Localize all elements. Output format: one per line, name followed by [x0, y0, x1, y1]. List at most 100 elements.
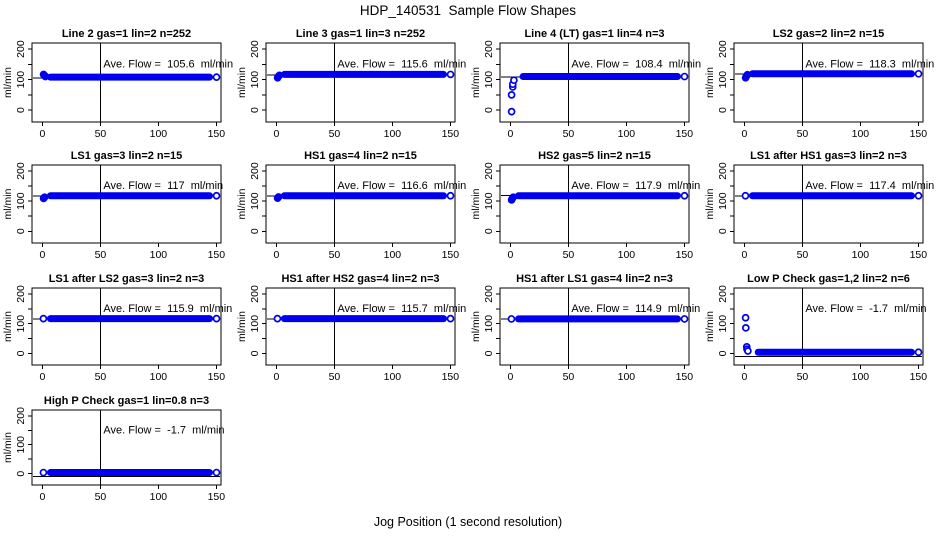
panel-title: High P Check gas=1 lin=0.8 n=3 [44, 395, 209, 407]
flow-point [507, 91, 516, 99]
panel-box [265, 164, 456, 244]
band-end-point [446, 70, 455, 79]
y-axis-label: ml/min [704, 311, 716, 342]
avg-flow-annotation: Ave. Flow = -1.7 ml/min [103, 424, 224, 436]
y-tick-label: 0 [15, 107, 27, 113]
subplot-2: Line 3 gas=1 lin=3 n=252 Ave. Flow = 115.… [236, 28, 466, 140]
y-tick-label: 0 [15, 350, 27, 356]
y-axis-label: ml/min [236, 67, 248, 98]
avg-flow-annotation: Ave. Flow = 115.9 ml/min [103, 303, 232, 315]
x-tick-label: 100 [618, 249, 636, 261]
y-axis-label: ml/min [236, 188, 248, 219]
x-tick-label: 0 [508, 371, 514, 383]
subplot-8: LS1 after HS1 gas=3 lin=2 n=3 Ave. Flow =… [704, 150, 934, 261]
avg-flow-annotation: Ave. Flow = 117.9 ml/min [571, 180, 700, 192]
x-tick-label: 150 [442, 249, 460, 261]
x-tick-label: 100 [384, 249, 402, 261]
x-tick-label: 150 [442, 128, 460, 140]
band-start-point [507, 315, 516, 323]
y-tick-label: 200 [249, 285, 261, 303]
panel-box [499, 287, 690, 366]
y-tick-label: 100 [249, 192, 261, 210]
panel-title: HS2 gas=5 lin=2 n=15 [538, 150, 651, 162]
y-tick-label: 0 [483, 107, 495, 113]
avg-flow-annotation: Ave. Flow = 108.4 ml/min [571, 58, 701, 70]
band-end-point [446, 191, 455, 200]
avg-flow-annotation: Ave. Flow = 105.6 ml/min [103, 58, 233, 70]
flow-point [741, 323, 750, 332]
y-tick-label: 200 [249, 162, 261, 180]
x-tick-label: 50 [797, 371, 809, 383]
x-tick-label: 150 [208, 491, 226, 503]
x-tick-label: 0 [508, 128, 514, 140]
y-tick-label: 0 [483, 228, 495, 234]
x-tick-label: 150 [208, 128, 226, 140]
x-tick-label: 150 [208, 371, 226, 383]
panel-box [733, 164, 924, 244]
subplot-10: HS1 after HS2 gas=4 lin=2 n=3 Ave. Flow =… [236, 273, 466, 383]
x-tick-label: 100 [384, 371, 402, 383]
x-axis-label: Jog Position (1 second resolution) [373, 515, 563, 529]
y-axis-label: ml/min [2, 432, 14, 463]
y-tick-label: 0 [717, 107, 729, 113]
panel-box [499, 164, 690, 244]
subplot-11: HS1 after LS1 gas=4 lin=2 n=3 Ave. Flow =… [470, 273, 700, 383]
x-tick-label: 50 [95, 371, 107, 383]
panel-title: Line 3 gas=1 lin=3 n=252 [296, 28, 425, 40]
avg-flow-annotation: Ave. Flow = -1.7 ml/min [805, 303, 926, 315]
panel-box [265, 42, 456, 123]
y-tick-label: 200 [249, 40, 261, 58]
panel-title: Low P Check gas=1,2 lin=2 n=6 [747, 273, 910, 285]
y-tick-label: 200 [717, 285, 729, 303]
x-tick-label: 150 [442, 371, 460, 383]
band-end-point [914, 69, 923, 78]
avg-flow-annotation: Ave. Flow = 115.6 ml/min [337, 58, 466, 70]
panel-box [733, 287, 924, 366]
x-tick-label: 100 [150, 491, 168, 503]
x-tick-label: 0 [40, 491, 46, 503]
y-tick-label: 100 [717, 192, 729, 210]
band-end-point [914, 348, 923, 357]
flow-point [744, 347, 752, 355]
band-start-point [273, 314, 282, 323]
panel-box [733, 42, 924, 123]
y-tick-label: 0 [483, 350, 495, 356]
y-tick-label: 0 [15, 228, 27, 234]
y-tick-label: 200 [15, 40, 27, 58]
x-tick-label: 50 [329, 249, 341, 261]
y-tick-label: 100 [249, 71, 261, 89]
panel-title: LS1 after LS2 gas=3 lin=2 n=3 [49, 273, 205, 285]
x-tick-label: 150 [676, 249, 694, 261]
y-tick-label: 0 [249, 228, 261, 234]
subplot-7: HS2 gas=5 lin=2 n=15 Ave. Flow = 117.9 ml… [470, 150, 700, 261]
x-tick-label: 100 [150, 128, 168, 140]
subplot-1: Line 2 gas=1 lin=2 n=252 Ave. Flow = 105.… [2, 28, 233, 140]
y-tick-label: 100 [15, 192, 27, 210]
y-tick-label: 100 [717, 315, 729, 333]
y-tick-label: 0 [249, 107, 261, 113]
x-tick-label: 150 [208, 249, 226, 261]
band-end-point [680, 72, 689, 81]
x-tick-label: 0 [40, 128, 46, 140]
panel-box [31, 164, 222, 244]
avg-flow-annotation: Ave. Flow = 117.4 ml/min [805, 180, 934, 192]
y-tick-label: 100 [483, 192, 495, 210]
x-tick-label: 100 [618, 128, 636, 140]
x-tick-label: 50 [563, 249, 575, 261]
panel-box [499, 42, 690, 123]
y-axis-label: ml/min [704, 67, 716, 98]
y-axis-label: ml/min [2, 311, 14, 342]
avg-flow-annotation: Ave. Flow = 114.9 ml/min [571, 303, 700, 315]
x-tick-label: 50 [797, 128, 809, 140]
x-tick-label: 100 [852, 249, 870, 261]
x-tick-label: 50 [563, 371, 575, 383]
y-tick-label: 200 [717, 40, 729, 58]
x-tick-label: 150 [676, 371, 694, 383]
band-end-point [212, 73, 221, 82]
flow-point [507, 107, 516, 116]
band-start-point [39, 314, 48, 323]
x-tick-label: 150 [910, 128, 928, 140]
x-tick-label: 50 [329, 128, 341, 140]
